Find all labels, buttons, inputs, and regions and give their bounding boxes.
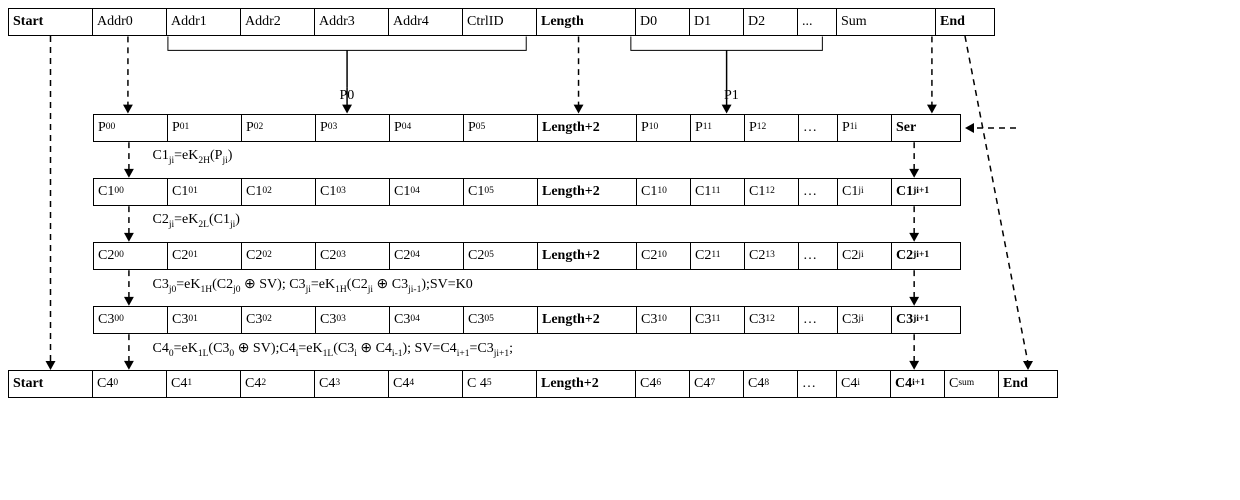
cell: P03 — [315, 114, 390, 142]
cell: C304 — [389, 306, 464, 334]
cell: … — [797, 370, 837, 398]
row-top: StartAddr0Addr1Addr2Addr3Addr4CtrlIDLeng… — [8, 8, 1232, 36]
row-C1: C100C101C102C103C104C105Length+2C110C111… — [8, 178, 1232, 206]
cell: C310 — [636, 306, 691, 334]
cell: … — [798, 114, 838, 142]
cell: P02 — [241, 114, 316, 142]
cell: C1ji+1 — [891, 178, 961, 206]
label-P1: P1 — [724, 88, 739, 104]
cell: End — [998, 370, 1058, 398]
cell: C202 — [241, 242, 316, 270]
cell: C3ji — [837, 306, 892, 334]
cell: C4i+1 — [890, 370, 945, 398]
cell: C47 — [689, 370, 744, 398]
cell: P00 — [93, 114, 168, 142]
cell: C311 — [690, 306, 745, 334]
cell: P11 — [690, 114, 745, 142]
cell: … — [798, 306, 838, 334]
cell: C46 — [635, 370, 690, 398]
cell: Addr4 — [388, 8, 463, 36]
cell: C302 — [241, 306, 316, 334]
cell: C2ji — [837, 242, 892, 270]
cell: C103 — [315, 178, 390, 206]
annot-C3-to-C4: C40=eK1L(C30 ⊕ SV);C4i=eK1L(C3i ⊕ C4i-1)… — [8, 334, 1232, 370]
cell: Start — [8, 370, 93, 398]
row-C3: C300C301C302C303C304C305Length+2C310C311… — [8, 306, 1232, 334]
cell: D1 — [689, 8, 744, 36]
annot-C1-to-C2: C2ji=eK2L(C1ji) — [8, 206, 1232, 242]
cell: Length+2 — [537, 242, 637, 270]
cell: Ser — [891, 114, 961, 142]
cell: Sum — [836, 8, 936, 36]
cell: Start — [8, 8, 93, 36]
cell: C 45 — [462, 370, 537, 398]
cell: C104 — [389, 178, 464, 206]
cell: P1i — [837, 114, 892, 142]
cell: CtrlID — [462, 8, 537, 36]
cell: C201 — [167, 242, 242, 270]
cell: Addr0 — [92, 8, 167, 36]
cell: D2 — [743, 8, 798, 36]
cell: C105 — [463, 178, 538, 206]
cell: C303 — [315, 306, 390, 334]
cell: C2ji+1 — [891, 242, 961, 270]
cell: P12 — [744, 114, 799, 142]
formula-C2: C2ji=eK2L(C1ji) — [153, 212, 240, 230]
cell: Addr3 — [314, 8, 389, 36]
cell: C112 — [744, 178, 799, 206]
cell: Length+2 — [537, 306, 637, 334]
cell: Addr1 — [166, 8, 241, 36]
cell: P05 — [463, 114, 538, 142]
cell: C205 — [463, 242, 538, 270]
cell: Length+2 — [537, 114, 637, 142]
row-P: P00P01P02P03P04P05Length+2P10P11P12…P1iS… — [8, 114, 1232, 142]
cell: Length+2 — [537, 178, 637, 206]
cell: C312 — [744, 306, 799, 334]
cell: C42 — [240, 370, 315, 398]
cell: C101 — [167, 178, 242, 206]
cell: C3ji+1 — [891, 306, 961, 334]
cell: C110 — [636, 178, 691, 206]
cell: P01 — [167, 114, 242, 142]
cell: P10 — [636, 114, 691, 142]
cell: C300 — [93, 306, 168, 334]
formula-C3: C3j0=eK1H(C2j0 ⊕ SV); C3ji=eK1H(C2ji ⊕ C… — [153, 276, 473, 295]
cell: Addr2 — [240, 8, 315, 36]
cell: Length — [536, 8, 636, 36]
cell: C40 — [92, 370, 167, 398]
cell: C43 — [314, 370, 389, 398]
cell: C4i — [836, 370, 891, 398]
cell: C100 — [93, 178, 168, 206]
cell: C211 — [690, 242, 745, 270]
cell: C48 — [743, 370, 798, 398]
cell: … — [798, 178, 838, 206]
cell: … — [798, 242, 838, 270]
cell: C204 — [389, 242, 464, 270]
cell: D0 — [635, 8, 690, 36]
cell: C210 — [636, 242, 691, 270]
label-P0: P0 — [340, 88, 355, 104]
cell: C200 — [93, 242, 168, 270]
cell: ... — [797, 8, 837, 36]
cell: C301 — [167, 306, 242, 334]
formula-C4: C40=eK1L(C30 ⊕ SV);C4i=eK1L(C3i ⊕ C4i-1)… — [153, 340, 514, 359]
cell: C44 — [388, 370, 463, 398]
cell: P04 — [389, 114, 464, 142]
cell: Csum — [944, 370, 999, 398]
cell: C102 — [241, 178, 316, 206]
cell: C111 — [690, 178, 745, 206]
row-C4: StartC40C41C42C43C44C 45Length+2C46C47C4… — [8, 370, 1232, 398]
cell: C213 — [744, 242, 799, 270]
annot-C2-to-C3: C3j0=eK1H(C2j0 ⊕ SV); C3ji=eK1H(C2ji ⊕ C… — [8, 270, 1232, 306]
cell: End — [935, 8, 995, 36]
cell: Length+2 — [536, 370, 636, 398]
cell: C41 — [166, 370, 241, 398]
formula-C1: C1ji=eK2H(Pji) — [153, 148, 233, 166]
cell: C203 — [315, 242, 390, 270]
row-C2: C200C201C202C203C204C205Length+2C210C211… — [8, 242, 1232, 270]
annot-top-to-P: P0 P1 — [8, 36, 1232, 114]
cell: C1ji — [837, 178, 892, 206]
annot-P-to-C1: C1ji=eK2H(Pji) — [8, 142, 1232, 178]
cell: C305 — [463, 306, 538, 334]
